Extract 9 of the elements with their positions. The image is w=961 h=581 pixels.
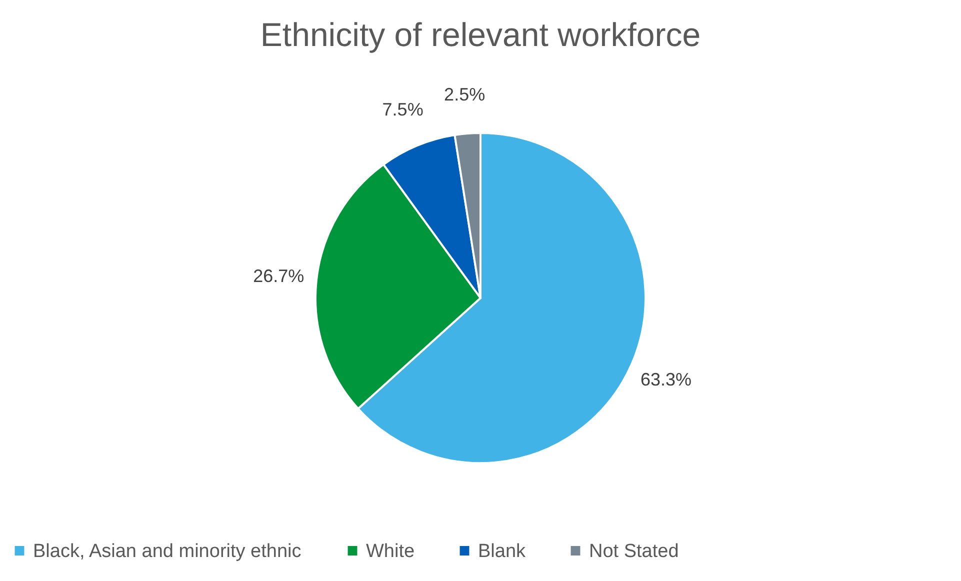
chart-title: Ethnicity of relevant workforce xyxy=(260,16,701,53)
data-label: 2.5% xyxy=(444,84,486,105)
data-label: 63.3% xyxy=(640,369,692,390)
data-label: 26.7% xyxy=(253,266,304,286)
legend-label: Not Stated xyxy=(589,540,679,562)
legend-label: White xyxy=(366,540,415,562)
legend-label: Blank xyxy=(478,540,526,562)
legend-label: Black, Asian and minority ethnic xyxy=(33,540,302,562)
data-label: 7.5% xyxy=(382,99,424,120)
